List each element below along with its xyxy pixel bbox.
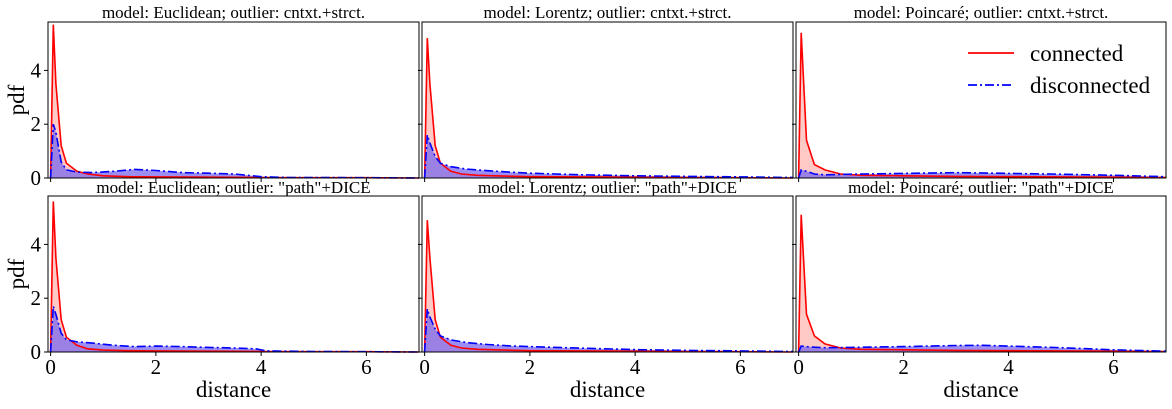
panel-4-disconnected-fill xyxy=(424,309,793,352)
panel-4-xtick-label-2: 4 xyxy=(630,355,641,379)
panel-4-connected-fill xyxy=(424,220,793,352)
panel-3-connected-line xyxy=(49,201,420,353)
panel-2-connected-line xyxy=(797,32,1167,179)
panel-4-xtick-label-1: 2 xyxy=(525,355,536,379)
panel-1-frame xyxy=(421,21,794,179)
panel-4-title: model: Lorentz; outlier: "path"+DICE xyxy=(478,178,737,197)
panel-1-connected-line xyxy=(423,38,794,179)
panel-1-disconnected-line xyxy=(423,134,794,179)
panel-3-ytick-label-0: 0 xyxy=(31,340,42,364)
panel-3-title: model: Euclidean; outlier: "path"+DICE xyxy=(96,178,370,197)
panel-1-title: model: Lorentz; outlier: cntxt.+strct. xyxy=(484,3,732,22)
panel-0-ytick-label-1: 2 xyxy=(31,112,42,136)
panel-4-xtick-label-0: 0 xyxy=(419,355,430,379)
panel-4-disconnected-line xyxy=(423,308,794,353)
panel-3-xtick-label-1: 2 xyxy=(151,355,162,379)
panel-1-connected-fill xyxy=(424,38,793,178)
panel-3-disconnected-fill xyxy=(50,306,419,352)
panel-2-disconnected-line xyxy=(797,168,1167,179)
panel-5-xlabel: distance xyxy=(943,377,1018,402)
panel-2-frame xyxy=(795,21,1167,179)
panel-5-disconnected-line xyxy=(797,344,1167,353)
panel-3-xtick-label-2: 4 xyxy=(256,355,267,379)
panel-5-xtick-label-1: 2 xyxy=(898,355,909,379)
panel-3-xlabel: distance xyxy=(196,377,271,402)
panel-2-title: model: Poincaré; outlier: cntxt.+strct. xyxy=(854,3,1109,22)
panel-0-ytick-label-0: 0 xyxy=(31,166,42,190)
panel-0-disconnected-line xyxy=(49,123,420,179)
legend-connected-label: connected xyxy=(1030,41,1124,66)
panel-5-xtick-label-3: 6 xyxy=(1108,355,1119,379)
legend-disconnected-label: disconnected xyxy=(1030,73,1151,98)
panel-0-connected-line xyxy=(49,24,420,179)
panel-3-xtick-label-3: 6 xyxy=(361,355,372,379)
panel-5-xtick-label-2: 4 xyxy=(1003,355,1014,379)
panel-3-xtick-label-0: 0 xyxy=(45,355,56,379)
panel-1-disconnected-fill xyxy=(424,135,793,178)
panel-0-frame xyxy=(47,21,420,179)
panel-0-ytick-label-2: 4 xyxy=(31,58,42,82)
panel-0-title: model: Euclidean; outlier: cntxt.+strct. xyxy=(102,3,365,22)
panel-0-disconnected-fill xyxy=(50,124,419,178)
panel-3-ytick-label-2: 4 xyxy=(31,232,42,256)
panel-3-disconnected-line xyxy=(49,306,420,353)
panel-4-xtick-label-3: 6 xyxy=(735,355,746,379)
panel-3-ylabel: pdf xyxy=(4,258,29,289)
panel-5-connected-line xyxy=(797,214,1167,353)
panel-0-connected-fill xyxy=(50,24,419,179)
panel-4-connected-line xyxy=(423,220,794,353)
panel-3-connected-fill xyxy=(50,201,419,352)
panel-4-xlabel: distance xyxy=(570,377,645,402)
panel-5-connected-fill xyxy=(798,214,1166,352)
panel-3-ytick-label-1: 2 xyxy=(31,286,42,310)
panel-4-frame xyxy=(421,195,794,353)
panel-3-frame xyxy=(47,195,420,353)
panel-5-title: model: Poincaré; outlier: "path"+DICE xyxy=(848,178,1114,197)
panel-0-ylabel: pdf xyxy=(4,84,29,115)
panel-5-xtick-label-0: 0 xyxy=(793,355,804,379)
panel-5-frame xyxy=(795,195,1167,353)
